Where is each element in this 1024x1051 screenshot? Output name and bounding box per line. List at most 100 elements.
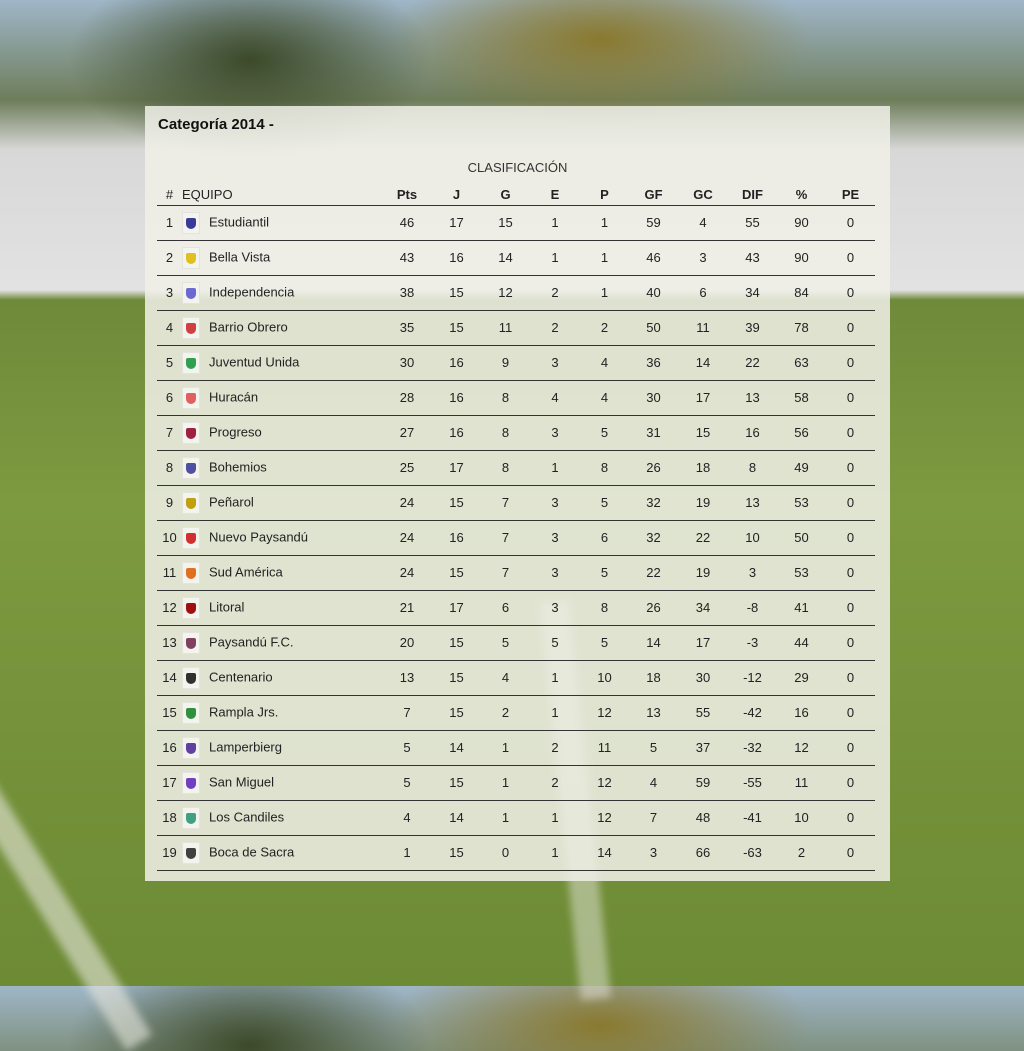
stat-p: 10 — [580, 660, 629, 696]
stat-pct: 2 — [777, 835, 826, 871]
stat-pct: 29 — [777, 660, 826, 696]
position: 11 — [157, 555, 182, 591]
stat-pts: 7 — [382, 695, 432, 731]
team-name[interactable]: Progreso — [209, 423, 262, 439]
position: 18 — [157, 800, 182, 836]
stat-gf: 32 — [629, 485, 678, 521]
team-name[interactable]: Rampla Jrs. — [209, 703, 279, 719]
stat-e: 3 — [530, 590, 580, 626]
position: 12 — [157, 590, 182, 626]
team-name[interactable]: Paysandú F.C. — [209, 633, 294, 649]
stat-p: 14 — [580, 835, 629, 871]
table-row: 17 San Miguel 5 15 1 2 12 4 59 -55 11 0 — [157, 765, 875, 801]
team-name[interactable]: Barrio Obrero — [209, 318, 288, 334]
stat-p: 1 — [580, 275, 629, 311]
team-name[interactable]: Estudiantil — [209, 213, 269, 229]
stat-pts: 1 — [382, 835, 432, 871]
team-name[interactable]: Boca de Sacra — [209, 843, 295, 859]
table-row: 16 Lamperbierg 5 14 1 2 11 5 37 -32 12 0 — [157, 730, 875, 766]
position: 2 — [157, 240, 182, 276]
team-name[interactable]: Sud América — [209, 563, 283, 579]
table-row: 6 Huracán 28 16 8 4 4 30 17 13 58 0 — [157, 380, 875, 416]
stat-g: 4 — [481, 660, 530, 696]
team-name[interactable]: Litoral — [209, 598, 245, 614]
stat-e: 2 — [530, 730, 580, 766]
team-name[interactable]: Centenario — [209, 668, 273, 684]
stat-p: 12 — [580, 695, 629, 731]
stat-dif: -55 — [728, 765, 777, 801]
stat-g: 2 — [481, 695, 530, 731]
team-crest-icon — [182, 736, 200, 759]
stat-p: 8 — [580, 450, 629, 486]
stat-pe: 0 — [826, 625, 875, 661]
stat-dif: 22 — [728, 345, 777, 381]
stat-pct: 90 — [777, 205, 826, 241]
team-name[interactable]: Independencia — [209, 283, 295, 299]
stat-p: 5 — [580, 485, 629, 521]
team-name[interactable]: Nuevo Paysandú — [209, 528, 309, 544]
stat-gf: 30 — [629, 380, 678, 416]
stat-g: 0 — [481, 835, 530, 871]
team-crest-icon — [182, 421, 200, 444]
stat-p: 2 — [580, 310, 629, 346]
column-header: GC — [678, 184, 728, 206]
team-cell: Bella Vista — [182, 240, 382, 276]
stat-j: 15 — [432, 835, 481, 871]
stat-pct: 58 — [777, 380, 826, 416]
team-crest-icon — [182, 771, 200, 794]
stat-pts: 38 — [382, 275, 432, 311]
stat-j: 14 — [432, 800, 481, 836]
stat-pct: 41 — [777, 590, 826, 626]
team-cell: Boca de Sacra — [182, 835, 382, 871]
stat-gc: 48 — [678, 800, 728, 836]
stat-pct: 16 — [777, 695, 826, 731]
stat-gc: 17 — [678, 625, 728, 661]
stat-pts: 28 — [382, 380, 432, 416]
column-header: E — [530, 184, 580, 206]
stat-p: 5 — [580, 555, 629, 591]
team-crest-icon — [182, 841, 200, 864]
table-row: 19 Boca de Sacra 1 15 0 1 14 3 66 -63 2 0 — [157, 835, 875, 871]
team-cell: Rampla Jrs. — [182, 695, 382, 731]
stat-j: 16 — [432, 415, 481, 451]
team-name[interactable]: Los Candiles — [209, 808, 285, 824]
team-name[interactable]: Huracán — [209, 388, 259, 404]
stat-e: 3 — [530, 415, 580, 451]
stat-gf: 13 — [629, 695, 678, 731]
stat-g: 15 — [481, 205, 530, 241]
team-name[interactable]: Peñarol — [209, 493, 254, 509]
team-name[interactable]: San Miguel — [209, 773, 275, 789]
stat-j: 15 — [432, 310, 481, 346]
team-name[interactable]: Lamperbierg — [209, 738, 282, 754]
column-header: P — [580, 184, 629, 206]
column-header: # — [157, 184, 182, 206]
stat-dif: 16 — [728, 415, 777, 451]
stat-pts: 27 — [382, 415, 432, 451]
stat-gc: 18 — [678, 450, 728, 486]
stat-pe: 0 — [826, 205, 875, 241]
team-name[interactable]: Juventud Unida — [209, 353, 300, 369]
stat-e: 2 — [530, 275, 580, 311]
stat-gc: 17 — [678, 380, 728, 416]
stat-pe: 0 — [826, 590, 875, 626]
table-row: 7 Progreso 27 16 8 3 5 31 15 16 56 0 — [157, 415, 875, 451]
team-cell: Bohemios — [182, 450, 382, 486]
stat-pts: 35 — [382, 310, 432, 346]
team-cell: Paysandú F.C. — [182, 625, 382, 661]
stat-gf: 46 — [629, 240, 678, 276]
stat-p: 4 — [580, 380, 629, 416]
team-name[interactable]: Bella Vista — [209, 248, 271, 264]
stat-gf: 22 — [629, 555, 678, 591]
stat-pe: 0 — [826, 660, 875, 696]
stat-pe: 0 — [826, 485, 875, 521]
team-crest-icon — [182, 456, 200, 479]
stat-pe: 0 — [826, 835, 875, 871]
stat-gc: 30 — [678, 660, 728, 696]
stat-dif: -8 — [728, 590, 777, 626]
stat-gc: 4 — [678, 205, 728, 241]
position: 13 — [157, 625, 182, 661]
team-name[interactable]: Bohemios — [209, 458, 267, 474]
table-row: 18 Los Candiles 4 14 1 1 12 7 48 -41 10 0 — [157, 800, 875, 836]
stat-pts: 43 — [382, 240, 432, 276]
stat-j: 15 — [432, 275, 481, 311]
